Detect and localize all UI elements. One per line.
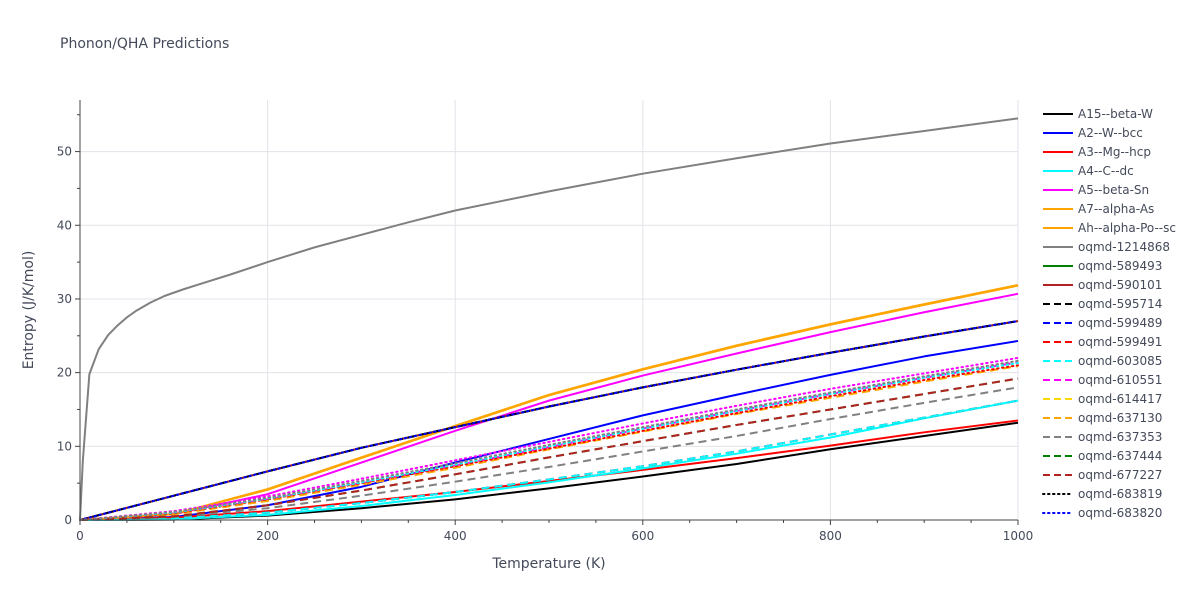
legend-item[interactable]: oqmd-603085 — [1043, 354, 1162, 368]
legend-label: oqmd-683820 — [1078, 506, 1162, 520]
legend-label: oqmd-599489 — [1078, 316, 1162, 330]
legend-label: A4--C--dc — [1078, 164, 1134, 178]
legend-item[interactable]: oqmd-595714 — [1043, 297, 1162, 311]
legend-item[interactable]: A3--Mg--hcp — [1043, 145, 1151, 159]
legend-item[interactable]: oqmd-683820 — [1042, 506, 1162, 520]
series-line — [79, 419, 1019, 521]
y-tick-label: 30 — [57, 292, 72, 306]
legend-label: A7--alpha-As — [1078, 202, 1154, 216]
legend-label: oqmd-590101 — [1078, 278, 1162, 292]
legend-item[interactable]: A5--beta-Sn — [1043, 183, 1149, 197]
legend-item[interactable]: oqmd-599489 — [1043, 316, 1162, 330]
legend-item[interactable]: oqmd-614417 — [1043, 392, 1162, 406]
series-line — [79, 364, 1019, 521]
legend[interactable]: A15--beta-W A2--W--bcc A3--Mg--hcp A4--C--d… — [1042, 107, 1176, 520]
series-line — [79, 292, 1019, 521]
x-tick-label: 800 — [819, 529, 842, 543]
legend-item[interactable]: Ah--alpha-Po--sc — [1043, 221, 1176, 235]
legend-label: oqmd-637353 — [1078, 430, 1162, 444]
series-line — [79, 320, 1019, 521]
y-tick-label: 40 — [57, 218, 72, 232]
legend-label: oqmd-610551 — [1078, 373, 1162, 387]
legend-label: A5--beta-Sn — [1078, 183, 1149, 197]
series-line — [79, 362, 1019, 521]
legend-label: oqmd-603085 — [1078, 354, 1162, 368]
legend-label: oqmd-637130 — [1078, 411, 1162, 425]
legend-label: oqmd-677227 — [1078, 468, 1162, 482]
legend-item[interactable]: oqmd-599491 — [1043, 335, 1162, 349]
legend-item[interactable]: oqmd-610551 — [1043, 373, 1162, 387]
legend-label: A3--Mg--hcp — [1078, 145, 1151, 159]
series-line — [79, 117, 1019, 521]
x-tick-label: 0 — [76, 529, 84, 543]
x-tick-label: 200 — [256, 529, 279, 543]
series-line — [79, 320, 1019, 521]
series-line — [79, 320, 1019, 521]
x-tick-label: 1000 — [1003, 529, 1034, 543]
legend-item[interactable]: A2--W--bcc — [1043, 126, 1143, 140]
y-axis-title: Entropy (J/K/mol) — [21, 251, 37, 370]
legend-item[interactable]: oqmd-590101 — [1043, 278, 1162, 292]
legend-item[interactable]: oqmd-637353 — [1043, 430, 1162, 444]
series-line — [79, 320, 1019, 521]
y-tick-label: 20 — [57, 366, 72, 380]
series-line — [79, 320, 1019, 521]
legend-label: oqmd-683819 — [1078, 487, 1162, 501]
legend-item[interactable]: oqmd-677227 — [1043, 468, 1162, 482]
legend-item[interactable]: oqmd-637444 — [1043, 449, 1162, 463]
legend-item[interactable]: oqmd-683819 — [1042, 487, 1162, 501]
x-tick-label: 600 — [631, 529, 654, 543]
y-tick-label: 0 — [64, 513, 72, 527]
legend-item[interactable]: A7--alpha-As — [1043, 202, 1154, 216]
series-line — [79, 356, 1019, 521]
series-line — [79, 377, 1019, 521]
series-line — [79, 339, 1019, 521]
legend-item[interactable]: oqmd-1214868 — [1043, 240, 1170, 254]
legend-label: oqmd-599491 — [1078, 335, 1162, 349]
series-line — [79, 359, 1019, 521]
legend-label: oqmd-595714 — [1078, 297, 1162, 311]
series-layer — [79, 117, 1019, 521]
chart-title: Phonon/QHA Predictions — [60, 36, 230, 52]
series-line — [79, 284, 1019, 521]
legend-item[interactable]: A15--beta-W — [1043, 107, 1153, 121]
y-tick-label: 50 — [57, 145, 72, 159]
x-axis-title: Temperature (K) — [491, 556, 605, 572]
legend-label: Ah--alpha-Po--sc — [1078, 221, 1176, 235]
series-line — [79, 399, 1019, 521]
legend-item[interactable]: oqmd-589493 — [1043, 259, 1162, 273]
legend-label: oqmd-614417 — [1078, 392, 1162, 406]
series-line — [79, 386, 1019, 521]
legend-item[interactable]: A4--C--dc — [1043, 164, 1134, 178]
axes: 0 200 400 600 800 1000 0 10 20 30 40 50 Temperature … — [21, 100, 1033, 572]
legend-label: oqmd-1214868 — [1078, 240, 1170, 254]
legend-label: oqmd-589493 — [1078, 259, 1162, 273]
y-tick-label: 10 — [57, 439, 72, 453]
x-tick-label: 400 — [444, 529, 467, 543]
legend-label: A2--W--bcc — [1078, 126, 1143, 140]
legend-label: oqmd-637444 — [1078, 449, 1162, 463]
legend-label: A15--beta-W — [1078, 107, 1153, 121]
legend-item[interactable]: oqmd-637130 — [1043, 411, 1162, 425]
series-line — [79, 399, 1019, 521]
